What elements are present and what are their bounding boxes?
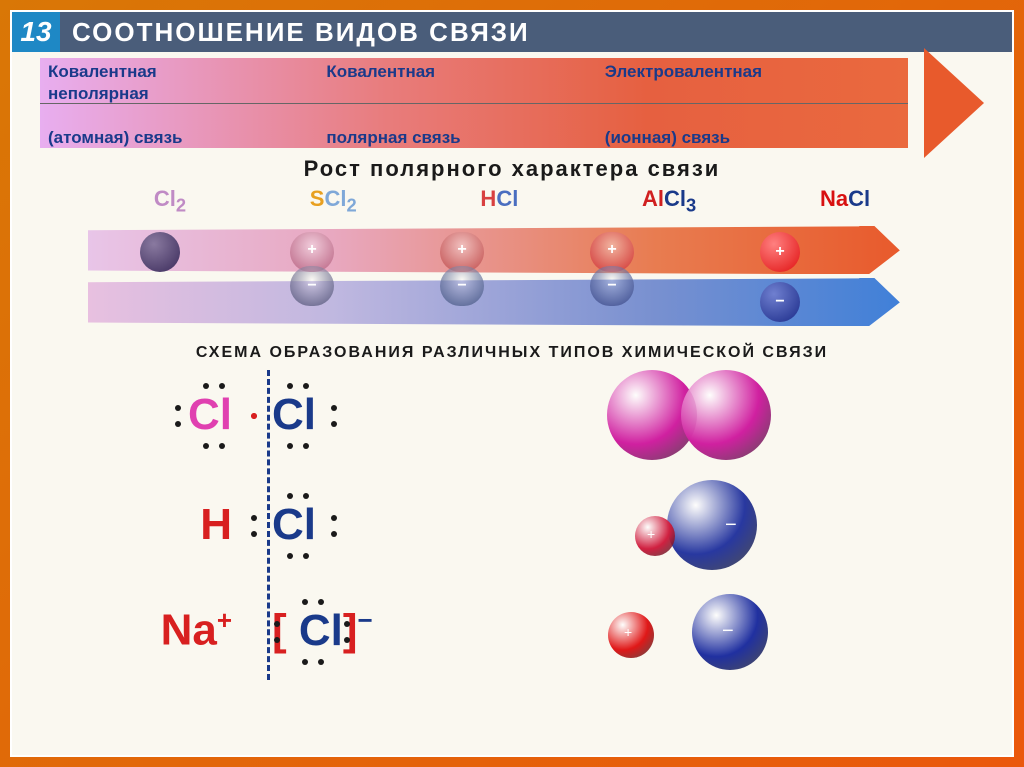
model-nacl: + − xyxy=(602,590,782,670)
model-cl2 xyxy=(607,370,777,460)
header: 13 СООТНОШЕНИЕ ВИДОВ СВЯЗИ xyxy=(12,12,1012,52)
lewis-structures: Cl Cl H xyxy=(52,370,972,690)
type-label: неполярная xyxy=(48,84,326,104)
polarity-arrows: +−+−+−+− xyxy=(40,220,984,330)
type-label: (атомная) связь xyxy=(48,128,326,148)
bond-type-arrow: Ковалентная Ковалентная Электровалентная… xyxy=(40,58,984,148)
lewis-na: Na+ xyxy=(161,605,232,656)
lewis-cl: Cl xyxy=(272,500,316,550)
formula-alcl3: AlCl3 xyxy=(642,186,696,216)
content-panel: 13 СООТНОШЕНИЕ ВИДОВ СВЯЗИ Ковалентная К… xyxy=(12,12,1012,755)
slide-title: СООТНОШЕНИЕ ВИДОВ СВЯЗИ xyxy=(72,17,530,48)
lewis-row-cl2: Cl Cl xyxy=(52,370,972,460)
lewis-cl-ion: [ Cl]− xyxy=(272,605,373,656)
lewis-row-nacl: Na+ [ Cl]− + − xyxy=(52,590,972,670)
formula-cl2: Cl2 xyxy=(154,186,186,216)
formula-row: Cl2 SCl2 HCl AlCl3 NaCl xyxy=(92,186,932,216)
type-label: Электровалентная xyxy=(605,62,976,82)
type-label: полярная связь xyxy=(326,128,604,148)
slide-number: 13 xyxy=(12,12,60,52)
formula-scl2: SCl2 xyxy=(310,186,357,216)
lewis-cl-right: Cl xyxy=(272,390,316,440)
model-hcl: + − xyxy=(617,480,767,570)
subtitle-polarity: Рост полярного характера связи xyxy=(12,156,1012,182)
formula-hcl: HCl xyxy=(480,186,518,216)
lewis-row-hcl: H Cl + − xyxy=(52,480,972,570)
subtitle-schemes: СХЕМА ОБРАЗОВАНИЯ РАЗЛИЧНЫХ ТИПОВ ХИМИЧЕ… xyxy=(12,344,1012,362)
type-label: (ионная) связь xyxy=(605,128,976,148)
type-label: Ковалентная xyxy=(48,62,326,82)
type-label: Ковалентная xyxy=(326,62,604,82)
frame: 13 СООТНОШЕНИЕ ВИДОВ СВЯЗИ Ковалентная К… xyxy=(10,10,1014,757)
formula-nacl: NaCl xyxy=(820,186,870,216)
lewis-cl-left: Cl xyxy=(188,390,232,440)
lewis-h: H xyxy=(200,500,232,550)
